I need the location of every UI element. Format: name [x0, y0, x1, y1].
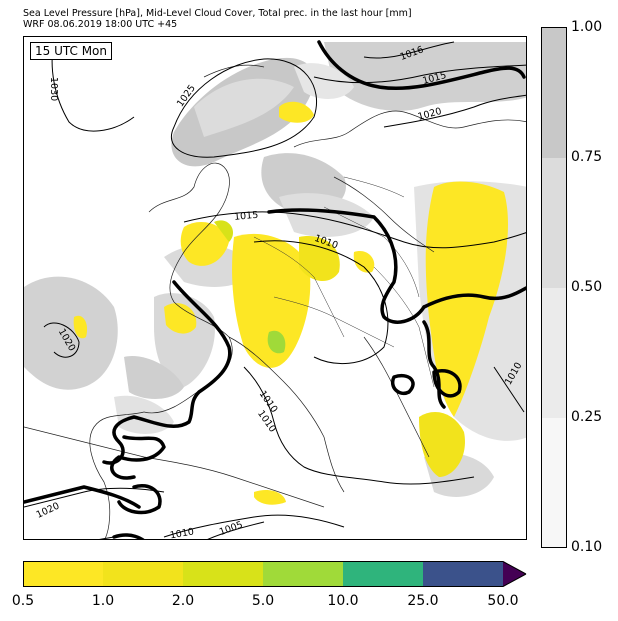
colorbar-tick-label: 1.00	[571, 19, 603, 35]
colorbar-segment	[183, 561, 263, 587]
precipitation-colorbar	[23, 561, 527, 587]
colorbar-tick-label: 0.5	[11, 593, 35, 609]
time-label: 15 UTC Mon	[30, 42, 112, 60]
thick-contour-layer	[24, 40, 526, 539]
colorbar-segment	[23, 561, 103, 587]
colorbar-outline	[502, 573, 527, 587]
colorbar-outline	[23, 561, 503, 587]
colorbar-tick-label: 50.0	[487, 593, 519, 609]
isobar-layer	[24, 41, 526, 539]
colorbar-outline	[502, 561, 527, 575]
colorbar-segment	[423, 561, 503, 587]
colorbar-tick-label: 25.0	[407, 593, 439, 609]
colorbar-tick-label: 0.50	[571, 279, 603, 295]
colorbar-tick-label: 5.0	[251, 593, 275, 609]
colorbar-segment	[343, 561, 423, 587]
cloud-cover-colorbar	[541, 27, 567, 548]
precipitation-layer	[73, 101, 509, 505]
colorbar-tick-label: 1.0	[91, 593, 115, 609]
colorbar-tick-label: 2.0	[171, 593, 195, 609]
colorbar-extend-arrow	[503, 561, 526, 587]
isobar-label: 1020	[417, 106, 443, 123]
map-canvas: 1030 1025 1016 1015 1020 1015 1010 1020 …	[24, 40, 526, 540]
isobar-label: 1010	[255, 408, 278, 434]
colorbar-tick-label: 0.75	[571, 149, 603, 165]
colorbar-segment	[542, 28, 566, 158]
isobar-label: 1030	[48, 77, 59, 101]
colorbar-segment	[542, 158, 566, 288]
isobar-label: 1010	[169, 526, 195, 540]
colorbar-tick-label: 0.10	[571, 539, 603, 555]
colorbar-segment	[542, 288, 566, 418]
colorbar-segment	[263, 561, 343, 587]
colorbar-tick-label: 0.25	[571, 409, 603, 425]
weather-map: 1030 1025 1016 1015 1020 1015 1010 1020 …	[23, 36, 527, 540]
colorbar-tick-label: 10.0	[327, 593, 359, 609]
isobar-label: 1015	[234, 210, 259, 223]
colorbar-segment	[542, 418, 566, 547]
map-title: Sea Level Pressure [hPa], Mid-Level Clou…	[23, 8, 412, 19]
colorbar-segment	[103, 561, 183, 587]
map-subtitle: WRF 08.06.2019 18:00 UTC +45	[23, 19, 178, 30]
border-layer	[253, 176, 435, 388]
